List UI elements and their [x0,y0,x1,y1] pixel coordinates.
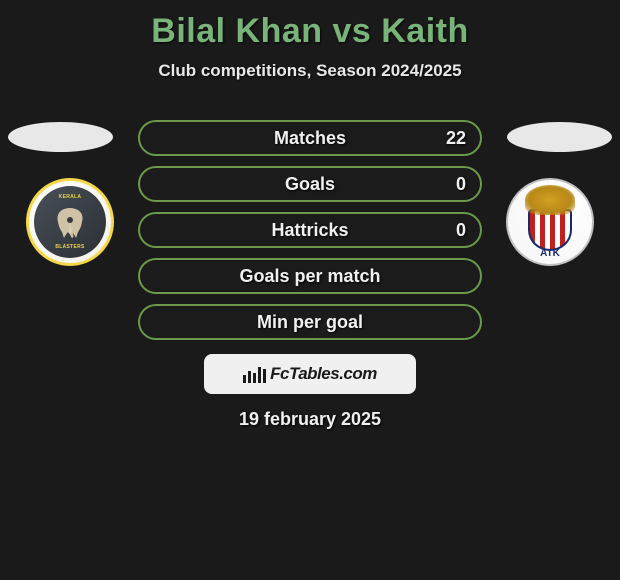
stat-value: 0 [456,220,466,241]
logo-left-text-bottom: BLASTERS [55,244,84,250]
bar-chart-icon [243,365,266,383]
stat-row-goals-per-match: Goals per match [138,258,482,294]
stat-row-hattricks: Hattricks 0 [138,212,482,248]
elephant-icon [48,200,92,244]
page-title: Bilal Khan vs Kaith [0,0,620,51]
player-head-left [8,122,113,152]
stat-row-goals: Goals 0 [138,166,482,202]
stat-label: Matches [274,128,346,149]
subtitle: Club competitions, Season 2024/2025 [0,61,620,81]
stat-label: Min per goal [257,312,363,333]
stat-row-min-per-goal: Min per goal [138,304,482,340]
date-text: 19 february 2025 [0,409,620,430]
stat-value: 22 [446,128,466,149]
stats-panel: Matches 22 Goals 0 Hattricks 0 Goals per… [138,120,482,350]
stat-label: Goals [285,174,335,195]
brand-text: FcTables.com [270,364,377,384]
stat-label: Goals per match [239,266,380,287]
player-head-right [507,122,612,152]
stat-value: 0 [456,174,466,195]
fctables-badge: FcTables.com [204,354,416,394]
logo-right-label: ATK [540,248,560,259]
stat-row-matches: Matches 22 [138,120,482,156]
eagle-icon [525,185,575,215]
stat-label: Hattricks [271,220,348,241]
team-logo-left: KERALA BLASTERS [26,178,114,266]
shield-icon [528,209,572,251]
team-logo-right: ATK [506,178,594,266]
